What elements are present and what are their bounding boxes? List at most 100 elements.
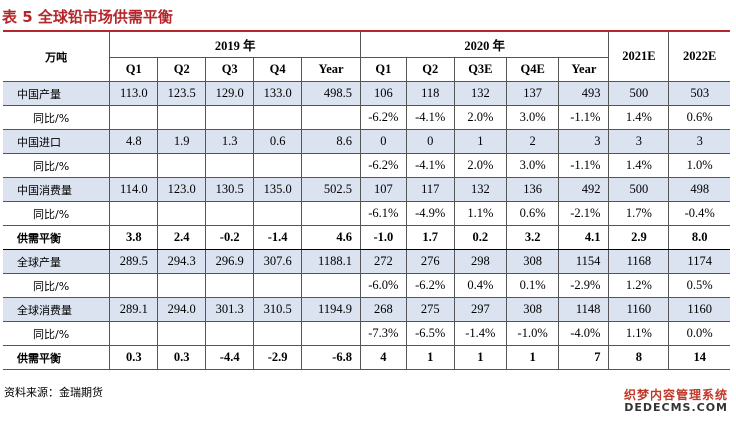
table-cell: 4 (360, 345, 407, 370)
table-cell (157, 201, 207, 226)
watermark: 织梦内容管理系统 DEDECMS.COM (623, 388, 728, 415)
table-cell: 8.0 (668, 225, 730, 250)
row-label: 供需平衡 (3, 225, 111, 250)
table-cell: -1.4 (253, 225, 303, 250)
table-cell: 498.5 (301, 81, 361, 106)
table-cell: 502.5 (301, 177, 361, 202)
table-cell: 3.2 (506, 225, 560, 250)
table-cell: 3 (668, 129, 730, 154)
table-row: 供需平衡 0.3 0.3 -4.4 -2.9 -6.8 4 1 1 1 7 8 14 (3, 345, 730, 370)
table-cell: 1.1% (454, 201, 508, 226)
table-cell: 106 (360, 81, 407, 106)
table-cell (109, 105, 159, 130)
header-row-years: 万吨 2019 年 2020 年 2021E 2022E (3, 32, 730, 82)
table-cell: 503 (668, 81, 730, 106)
table-cell: -6.0% (360, 273, 407, 298)
table-cell: 1168 (608, 249, 670, 274)
table-body: 中国产量 113.0 123.5 129.0 133.0 498.5 106 118 132 13… (3, 81, 730, 370)
table-cell: 0.6 (253, 129, 303, 154)
table-cell (109, 153, 159, 178)
table-cell: 0.6% (668, 105, 730, 130)
quarter-header: Q4E (506, 57, 560, 82)
watermark-text: 织梦内容管理系统 (623, 388, 728, 402)
table-cell: 4.1 (558, 225, 610, 250)
table-cell: 500 (608, 177, 670, 202)
table-cell: 268 (360, 297, 407, 322)
row-label: 全球消费量 (3, 297, 111, 322)
quarter-header: Q3 (205, 57, 255, 82)
table-cell: -2.1% (558, 201, 610, 226)
table-cell: 310.5 (253, 297, 303, 322)
table-cell: 1188.1 (301, 249, 361, 274)
table-cell (157, 105, 207, 130)
table-cell (301, 321, 361, 346)
table-cell: 1.1% (608, 321, 670, 346)
table-row: 中国进口 4.8 1.9 1.3 0.6 8.6 0 0 1 2 3 3 3 (3, 129, 730, 154)
table-cell: -0.2 (205, 225, 255, 250)
table-cell: 3 (608, 129, 670, 154)
table-cell: 0.4% (454, 273, 508, 298)
table-row: 供需平衡 3.8 2.4 -0.2 -1.4 4.6 -1.0 1.7 0.2 3.2 4.1 2.9… (3, 225, 730, 250)
table-cell: 0.6% (506, 201, 560, 226)
table-cell: 493 (558, 81, 610, 106)
table-cell: 308 (506, 249, 560, 274)
row-label: 供需平衡 (3, 345, 111, 370)
table-cell: 307.6 (253, 249, 303, 274)
table-cell: 8.6 (301, 129, 361, 154)
table-cell: 118 (406, 81, 455, 106)
row-label: 中国进口 (3, 129, 111, 154)
table-cell: 114.0 (109, 177, 159, 202)
unit-header: 万吨 (3, 32, 111, 82)
table-cell: 2.0% (454, 105, 508, 130)
table-cell: -1.4% (454, 321, 508, 346)
table-cell (205, 201, 255, 226)
table-cell (157, 321, 207, 346)
table-row: 全球消费量 289.1 294.0 301.3 310.5 1194.9 268 275 297… (3, 297, 730, 322)
table-cell: 498 (668, 177, 730, 202)
table-cell (253, 201, 303, 226)
table-cell (253, 105, 303, 130)
quarter-header: Q2 (157, 57, 207, 82)
table-cell: 107 (360, 177, 407, 202)
quarter-header: Q1 (109, 57, 159, 82)
forecast-2022-header: 2022E (668, 32, 730, 82)
table-cell: 298 (454, 249, 508, 274)
table-cell: 0.1% (506, 273, 560, 298)
table-cell (205, 321, 255, 346)
table-cell: 133.0 (253, 81, 303, 106)
table-cell (109, 201, 159, 226)
table-row: 同比/% -6.1% -4.9% 1.1% 0.6% -2.1% 1.7% -0.4% (3, 201, 730, 226)
title-rule (3, 30, 730, 32)
table-cell: 3 (558, 129, 610, 154)
table-cell: 4.8 (109, 129, 159, 154)
table-cell: 14 (668, 345, 730, 370)
table-cell: 1174 (668, 249, 730, 274)
table-cell: 3.8 (109, 225, 159, 250)
table-cell: -1.1% (558, 153, 610, 178)
table-cell (301, 153, 361, 178)
table-cell: 275 (406, 297, 455, 322)
table-cell (109, 273, 159, 298)
table-cell: 129.0 (205, 81, 255, 106)
table-cell: 2.0% (454, 153, 508, 178)
table-cell: 289.1 (109, 297, 159, 322)
table-cell (109, 321, 159, 346)
table-cell (253, 153, 303, 178)
table-row: 同比/% -6.2% -4.1% 2.0% 3.0% -1.1% 1.4% 1.0% (3, 153, 730, 178)
table-cell: 1 (406, 345, 455, 370)
table-cell: -4.9% (406, 201, 455, 226)
table-row: 中国消费量 114.0 123.0 130.5 135.0 502.5 107 117 132 1… (3, 177, 730, 202)
table-cell: -1.0 (360, 225, 407, 250)
watermark-domain: DEDECMS.COM (624, 401, 728, 415)
table-cell: 1148 (558, 297, 610, 322)
table-cell: -6.1% (360, 201, 407, 226)
table-cell: 3.0% (506, 105, 560, 130)
table-cell: 289.5 (109, 249, 159, 274)
table-cell: 0.3 (157, 345, 207, 370)
table-cell: 8 (608, 345, 670, 370)
table-cell: -6.2% (406, 273, 455, 298)
table-cell: 492 (558, 177, 610, 202)
table-cell: -6.5% (406, 321, 455, 346)
table-cell: 2.9 (608, 225, 670, 250)
table-row: 同比/% -6.0% -6.2% 0.4% 0.1% -2.9% 1.2% 0.5% (3, 273, 730, 298)
